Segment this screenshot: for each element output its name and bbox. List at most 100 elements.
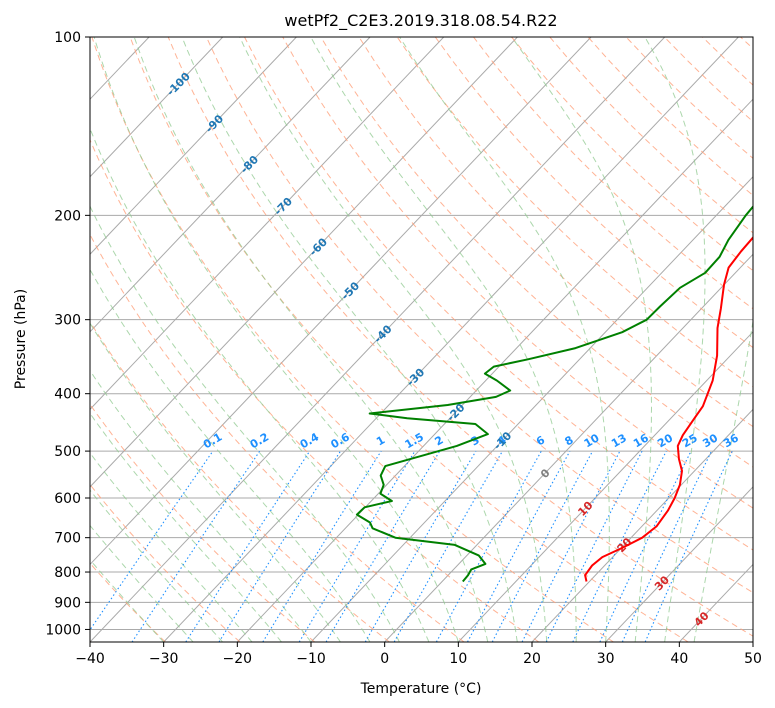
moist-adiabat (644, 37, 706, 642)
isotherm-line (0, 37, 2, 642)
moist-adiabat (90, 412, 282, 642)
isotherm-line (90, 37, 666, 642)
dry-adiabat (90, 138, 540, 642)
mixing-ratio-line (218, 450, 341, 642)
y-tick-label: 500 (54, 444, 81, 460)
y-tick-label: 1000 (45, 622, 81, 638)
moist-adiabat (90, 369, 312, 642)
moist-adiabat (90, 558, 165, 642)
moist-adiabat (399, 37, 610, 642)
x-tick-label: −30 (149, 651, 179, 667)
mixing-ratio-line (545, 450, 643, 642)
plot-frame (89, 36, 754, 643)
y-tick-label: 800 (54, 565, 81, 581)
moist-adiabat (90, 452, 253, 642)
mixing-ratio-line (298, 450, 416, 642)
temperature-profile (584, 236, 753, 582)
isotherm-line (90, 37, 518, 488)
mixing-ratio-label: 0.4 (298, 430, 322, 451)
mixing-ratio-label: 16 (631, 431, 651, 450)
dry-adiabat (205, 37, 753, 594)
dry-adiabat (90, 233, 465, 642)
moist-adiabat (90, 205, 400, 642)
chart-title: wetPf2_C2E3.2019.318.08.54.R22 (284, 11, 557, 31)
y-tick-label: 900 (54, 595, 81, 611)
isotherm-line (531, 408, 753, 642)
moist-adiabat (90, 489, 223, 642)
line-labels-layer: 0.1 0.2 0.4 0.6 1 1.5 2 3 4 6 8 10 13 16 20 25 30 36-100-… (164, 70, 741, 630)
mixing-ratio-line (262, 450, 382, 642)
y-tick-label: 400 (54, 387, 81, 403)
mixing-ratio-label: 36 (721, 431, 741, 450)
mixing-ratio-line (435, 450, 542, 642)
moist-adiabat (90, 524, 194, 642)
x-tick-label: 20 (523, 651, 541, 667)
x-tick-label: 10 (449, 651, 467, 667)
y-tick-label: 700 (54, 531, 81, 547)
dry-adiabat (663, 37, 753, 123)
x-tick-label: −10 (296, 651, 326, 667)
moist-adiabat (90, 127, 430, 642)
axes-layer: −40 −30 −20 −10 0 10 20 30 40 5010020030040050060… (45, 30, 762, 667)
y-tick-label: 200 (54, 208, 81, 224)
isotherm-line (90, 37, 224, 178)
isotherm-line (384, 253, 753, 642)
x-axis-title: Temperature (°C) (360, 681, 482, 697)
isotherm-line (163, 37, 739, 642)
moist-adiabat (511, 37, 652, 642)
dry-adiabat (473, 37, 753, 310)
mixing-ratio-line (131, 450, 261, 642)
mixing-ratio-label: 0.1 (201, 430, 224, 451)
y-tick-label: 600 (54, 491, 81, 507)
dewpoint-profile (355, 205, 753, 583)
dry-adiabat (511, 37, 753, 272)
isotherm-line (90, 37, 592, 566)
mixing-ratio-line (644, 450, 733, 642)
isotherm-line (90, 37, 297, 256)
mixing-ratio-line (572, 450, 667, 642)
mixing-ratio-label: 13 (609, 431, 629, 450)
mixing-ratio-label: 2 (433, 433, 446, 448)
mixing-ratio-line (185, 450, 311, 642)
mixing-ratio-line (599, 450, 692, 642)
isotherm-line (457, 331, 753, 642)
dry-adiabat (434, 37, 753, 349)
y-tick-label: 100 (54, 30, 81, 46)
mixing-ratio-label: 1 (374, 433, 387, 448)
x-tick-label: −20 (223, 651, 253, 667)
moist-adiabat (693, 318, 753, 642)
moist-adiabat (133, 37, 489, 642)
profile-layer (355, 205, 753, 583)
dry-adiabat (282, 37, 753, 509)
mixing-ratio-label: 8 (562, 433, 575, 448)
isotherm-line (752, 641, 753, 642)
grid-layer (0, 37, 753, 642)
mixing-ratio-label: 0.2 (248, 430, 271, 451)
isotherm-line (605, 486, 753, 642)
dry-adiabat (167, 37, 753, 637)
moist-adiabat (310, 37, 577, 642)
mixing-ratio-line (393, 450, 503, 642)
moist-adiabat (181, 37, 518, 642)
moist-adiabat (93, 37, 459, 642)
x-tick-label: 30 (597, 651, 615, 667)
y-axis-title: Pressure (hPa) (13, 289, 29, 389)
dry-adiabat (320, 37, 753, 468)
mixing-ratio-label: 10 (582, 431, 602, 450)
x-tick-label: −40 (75, 651, 105, 667)
isotherm-line (90, 37, 445, 411)
dry-adiabat (90, 320, 390, 642)
dry-adiabat (90, 483, 241, 642)
x-tick-label: 40 (670, 651, 688, 667)
mixing-ratio-label: 1.5 (403, 430, 426, 451)
background-lines-layer (90, 37, 753, 642)
isotherm-line (0, 37, 75, 642)
mixing-ratio-line (467, 450, 571, 642)
isotherm-line (90, 37, 371, 333)
mixing-ratio-label: 20 (655, 431, 675, 450)
moist-adiabat (239, 37, 548, 642)
mixing-ratio-label: 6 (534, 433, 547, 448)
x-tick-label: 50 (744, 651, 762, 667)
